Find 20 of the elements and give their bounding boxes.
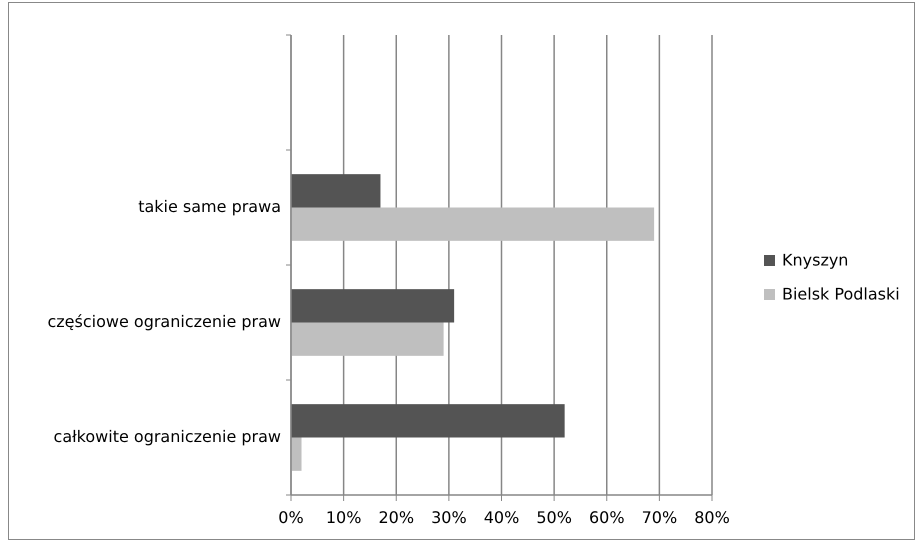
x-tick-label: 10%	[326, 508, 362, 527]
y-tick-label: takie same prawa	[138, 196, 281, 216]
x-tick-label: 20%	[378, 508, 414, 527]
y-tick-label: całkowite ograniczenie praw	[54, 426, 281, 446]
x-tick-label: 50%	[536, 508, 572, 527]
x-tick-label: 70%	[642, 508, 678, 527]
x-tick-label: 0%	[278, 508, 304, 527]
bar	[291, 322, 444, 356]
legend-label: Bielsk Podlaski	[782, 284, 900, 304]
x-tick-label: 40%	[484, 508, 520, 527]
x-tick-label: 80%	[694, 508, 730, 527]
y-tick-label: częściowe ograniczenie praw	[47, 312, 281, 331]
bar	[291, 289, 454, 322]
bar	[291, 208, 654, 241]
bar	[291, 438, 302, 471]
legend-label: Knyszyn	[782, 250, 848, 270]
x-tick-label: 30%	[431, 508, 467, 527]
x-tick-label: 60%	[588, 508, 625, 527]
bar	[291, 174, 380, 208]
bar	[291, 404, 565, 438]
